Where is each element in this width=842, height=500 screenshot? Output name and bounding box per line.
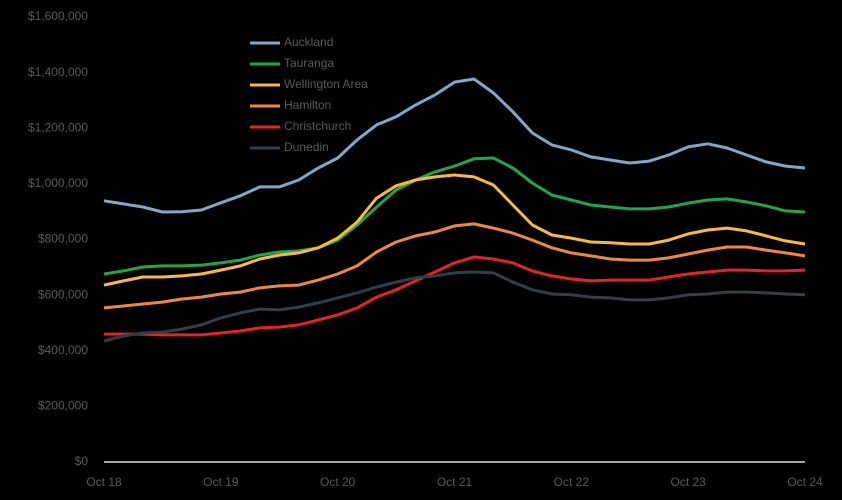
y-tick-label: $1,000,000 [28,176,88,190]
y-tick-label: $400,000 [38,343,88,357]
x-tick-label: Oct 24 [787,475,823,489]
y-tick-label: $1,400,000 [28,65,88,79]
y-tick-label: $1,200,000 [28,120,88,134]
series-line [103,222,806,310]
y-tick-label: $600,000 [38,287,88,301]
y-tick-label: $1,600,000 [28,9,88,23]
x-tick-label: Oct 19 [203,475,239,489]
series-line [104,255,806,337]
legend-label: Tauranga [284,56,334,70]
y-tick-label: $800,000 [38,232,88,246]
series-line [103,77,806,214]
x-tick-label: Oct 22 [554,475,590,489]
x-tick-label: Oct 23 [670,475,706,489]
series-line [103,156,806,276]
legend-label: Wellington Area [284,77,368,91]
legend-label: Christchurch [284,119,351,133]
series-line [103,270,806,343]
x-tick-label: Oct 21 [437,475,473,489]
x-tick-label: Oct 20 [320,475,356,489]
y-tick-label: $200,000 [38,399,88,413]
legend-label: Auckland [284,35,333,49]
x-tick-label: Oct 18 [86,475,122,489]
y-tick-label: $0 [75,454,89,468]
legend-label: Dunedin [284,140,329,154]
legend-label: Hamilton [284,98,331,112]
series-line [103,173,806,287]
